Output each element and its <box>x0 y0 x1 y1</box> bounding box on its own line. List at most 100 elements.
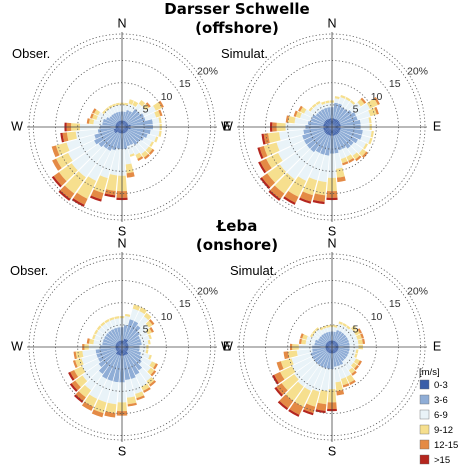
rose-wedge-s16-b3 <box>340 377 349 386</box>
rose-wedge-s20-b4 <box>90 189 104 200</box>
rose-wedge-s16-b4 <box>342 383 350 388</box>
rose-wedge-s17-b0 <box>332 347 334 354</box>
rose-wedge-s4-b0 <box>332 119 339 127</box>
ring-label-10: 10 <box>161 311 173 323</box>
rose-wedge-s35-b1 <box>328 331 332 341</box>
rose-wedge-s21-b4 <box>284 190 299 203</box>
rose-wedge-s19-b1 <box>116 133 122 150</box>
rose-wedge-s28-b3 <box>88 338 95 345</box>
site-title-darsser: Darsser Schwelle <box>164 0 309 18</box>
rose-wedge-s12-b4 <box>153 363 158 370</box>
rose-wedge-s3-b3 <box>345 97 351 102</box>
rose-wedge-s20-b2 <box>309 153 325 181</box>
rose-wedge-s22-b2 <box>297 362 320 387</box>
rose-wedge-s5-b0 <box>332 120 340 127</box>
rose-wedge-s14-b4 <box>143 153 150 160</box>
rose-wedge-s26-b2 <box>82 349 97 357</box>
rose-wedge-s16-b2 <box>338 149 346 159</box>
rose-wedge-s12-b2 <box>346 354 356 363</box>
rose-wedge-s3-b1 <box>124 111 133 122</box>
rose-wedge-s22-b4 <box>279 394 294 409</box>
rose-wedge-s26-b5 <box>261 133 266 145</box>
direction-label-W: W <box>221 119 233 133</box>
rose-wedge-s33-b1 <box>113 113 120 122</box>
rose-wedge-s20-b4 <box>91 409 104 418</box>
rose-wedge-s19-b0 <box>330 347 332 354</box>
rose-wedge-s13-b1 <box>126 350 142 365</box>
rose-wedge-s30-b2 <box>98 111 108 120</box>
rose-wedge-s15-b0 <box>122 347 128 355</box>
rose-wedge-s32-b1 <box>321 334 329 343</box>
rose-wedge-s3-b1 <box>335 107 345 120</box>
rose-wedge-s19-b5 <box>315 409 326 414</box>
rose-wedge-s20-b0 <box>119 127 122 134</box>
rose-wedge-s22-b0 <box>117 127 122 133</box>
rose-wedge-s26-b0 <box>325 347 332 349</box>
rose-wedge-s22-b4 <box>75 391 86 402</box>
rose-wedge-s22-b2 <box>84 370 103 391</box>
rose-wedge-s5-b1 <box>336 334 347 344</box>
rose-wedge-s7-b3 <box>356 334 362 340</box>
rose-wedge-s2-b1 <box>123 109 130 121</box>
rose-wedge-s34-b3 <box>109 317 115 321</box>
rose-wedge-s25-b1 <box>302 129 324 140</box>
rose-wedge-s6-b2 <box>353 103 370 116</box>
rose-wedge-s13-b4 <box>354 365 360 371</box>
rose-wedge-s13-b2 <box>139 361 151 372</box>
rose-wedge-s20-b1 <box>322 353 331 369</box>
rose-wedge-s10-b0 <box>122 347 129 349</box>
rose-wedge-s29-b3 <box>295 111 302 119</box>
rose-wedge-s30-b1 <box>106 116 117 125</box>
rose-wedge-s16-b2 <box>337 365 346 379</box>
rose-wedge-s26-b3 <box>66 131 77 141</box>
rose-wedge-s22-b1 <box>103 131 119 149</box>
rose-wedge-s15-b2 <box>340 363 351 377</box>
rose-wedge-s22-b3 <box>64 171 86 194</box>
rose-wedge-s1-b2 <box>123 104 128 112</box>
rose-wedge-s6-b1 <box>127 113 144 125</box>
rose-wedge-s12-b3 <box>149 141 154 148</box>
rose-wedge-s25-b2 <box>81 354 98 365</box>
rose-wedge-s5-b3 <box>145 320 153 328</box>
direction-label-W: W <box>11 339 23 353</box>
rose-wedge-s14-b1 <box>125 131 138 146</box>
rose-wedge-s11-b3 <box>368 137 373 145</box>
panel-label-leba-observed: Obser. <box>10 263 48 278</box>
rose-wedge-s4-b3 <box>346 325 351 330</box>
rose-wedge-s4-b2 <box>344 101 354 112</box>
rose-wedge-s2-b0 <box>122 120 125 127</box>
rose-wedge-s11-b2 <box>146 134 157 142</box>
rose-wedge-s7-b0 <box>332 123 341 127</box>
rose-wedge-s5-b3 <box>142 103 150 111</box>
legend-swatch-5 <box>419 454 430 465</box>
rose-wedge-s14-b0 <box>332 347 337 353</box>
rose-wedge-s16-b2 <box>127 145 134 155</box>
rose-wedge-s3-b3 <box>342 323 348 327</box>
rose-wedge-s14-b2 <box>138 367 152 382</box>
rose-wedge-s19-b2 <box>318 154 330 183</box>
rose-wedge-s11-b0 <box>122 127 129 130</box>
legend-swatch-4 <box>419 439 430 450</box>
rose-wedge-s3-b3 <box>132 101 139 107</box>
rose-wedge-s1-b1 <box>332 331 336 341</box>
rose-wedge-s31-b1 <box>319 336 328 344</box>
rose-wedge-s20-b1 <box>107 355 120 382</box>
rose-wedge-s31-b0 <box>116 342 122 347</box>
rose-wedge-s24-b1 <box>98 349 117 363</box>
rose-wedge-s20-b3 <box>306 389 320 407</box>
rose-wedge-s32-b1 <box>108 330 119 343</box>
rose-wedge-s19-b3 <box>105 402 117 414</box>
rose-wedge-s22-b1 <box>310 133 327 153</box>
rose-wedge-s25-b3 <box>55 142 70 156</box>
ring-label-15: 15 <box>179 298 191 310</box>
rose-wedge-s5-b4 <box>145 102 151 108</box>
rose-wedge-s19-b1 <box>113 355 122 383</box>
rose-wedge-s24-b2 <box>82 358 101 373</box>
direction-label-N: N <box>327 236 336 250</box>
rose-wedge-s33-b1 <box>110 329 120 342</box>
rose-wedge-s7-b0 <box>332 344 339 347</box>
rose-wedge-s22-b1 <box>98 353 117 375</box>
rose-wedge-s17-b3 <box>336 167 345 178</box>
rose-wedge-s17-b4 <box>127 402 137 407</box>
rose-wedge-s4-b1 <box>337 108 348 121</box>
